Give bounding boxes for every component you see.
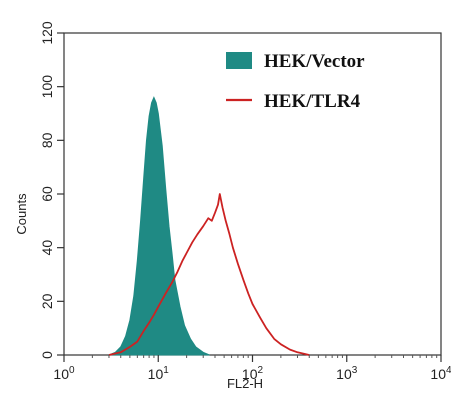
legend-label-hek-tlr4: HEK/TLR4 — [264, 91, 361, 112]
y-tick-label: 60 — [39, 186, 55, 202]
x-axis-title: FL2-H — [227, 376, 263, 391]
y-tick-label: 0 — [39, 351, 55, 359]
series-hek-vector-area — [108, 96, 210, 356]
y-tick-label: 40 — [39, 240, 55, 256]
series-hek-tlr4-line — [108, 193, 310, 356]
axes-layer: 100 101 102 103 104 0 20 40 60 80 100 120 — [39, 21, 451, 382]
y-tick-label: 100 — [39, 75, 55, 99]
y-tick-label: 120 — [39, 21, 55, 45]
x-tick-label: 101 — [148, 365, 170, 382]
data-layer — [108, 96, 310, 356]
x-tick-label: 102 — [242, 365, 264, 382]
y-tick-label: 80 — [39, 132, 55, 148]
legend: HEK/Vector HEK/TLR4 — [226, 51, 365, 112]
y-tick-label: 20 — [39, 293, 55, 309]
x-tick-label: 103 — [336, 365, 358, 382]
y-axis-title: Counts — [14, 193, 29, 235]
x-tick-label: 100 — [53, 365, 75, 382]
plot-frame — [63, 32, 442, 356]
legend-swatch-hek-vector — [226, 52, 252, 69]
x-tick-label: 104 — [430, 365, 451, 382]
legend-label-hek-vector: HEK/Vector — [264, 51, 365, 72]
